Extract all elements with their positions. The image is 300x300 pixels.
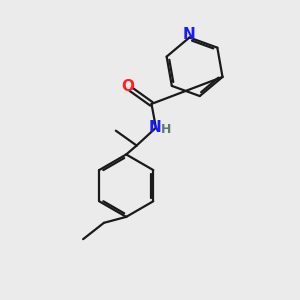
Text: N: N <box>183 27 196 42</box>
Text: H: H <box>161 123 172 136</box>
Text: N: N <box>149 120 162 135</box>
Text: O: O <box>121 79 134 94</box>
